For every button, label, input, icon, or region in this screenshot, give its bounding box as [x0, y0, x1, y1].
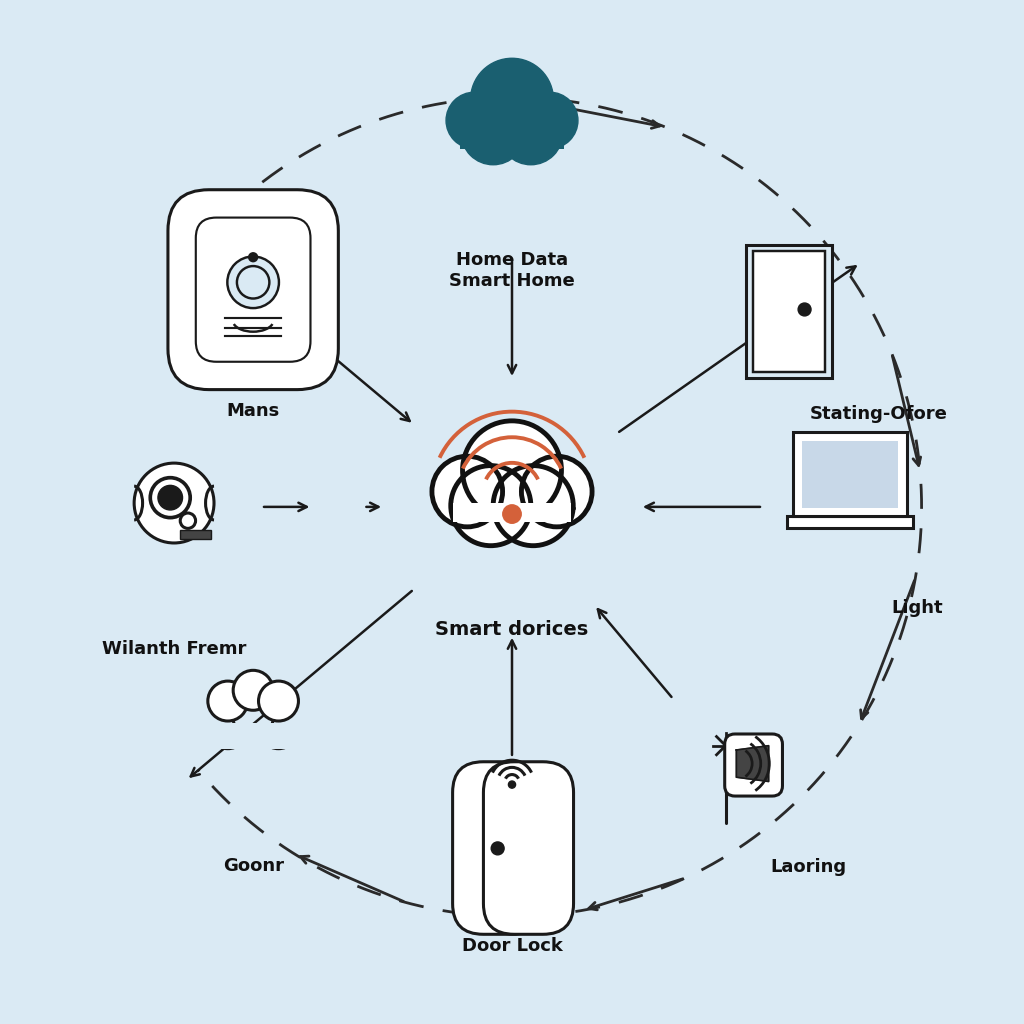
Circle shape	[258, 681, 298, 721]
Circle shape	[248, 252, 258, 262]
Circle shape	[446, 92, 503, 148]
Polygon shape	[736, 745, 769, 781]
Circle shape	[451, 466, 530, 546]
Circle shape	[158, 485, 182, 510]
FancyBboxPatch shape	[203, 723, 303, 749]
Circle shape	[134, 463, 214, 543]
Text: Stating-Ofore: Stating-Ofore	[809, 406, 947, 423]
Bar	[794, 432, 907, 516]
FancyBboxPatch shape	[460, 128, 564, 148]
Circle shape	[521, 457, 592, 526]
FancyBboxPatch shape	[451, 499, 573, 524]
Circle shape	[471, 58, 553, 141]
Circle shape	[463, 421, 561, 520]
Text: Door Lock: Door Lock	[462, 937, 562, 955]
FancyBboxPatch shape	[168, 189, 338, 389]
Circle shape	[494, 466, 573, 546]
FancyBboxPatch shape	[196, 217, 310, 361]
Text: Goonr: Goonr	[222, 857, 284, 876]
FancyBboxPatch shape	[453, 503, 571, 522]
Circle shape	[233, 671, 273, 711]
Text: Mans: Mans	[226, 402, 280, 420]
Text: Wilanth Fremr: Wilanth Fremr	[102, 640, 246, 658]
FancyBboxPatch shape	[725, 734, 782, 796]
Circle shape	[492, 842, 504, 855]
FancyBboxPatch shape	[453, 762, 543, 934]
Circle shape	[432, 457, 503, 526]
Text: Smart dorices: Smart dorices	[435, 620, 589, 639]
FancyBboxPatch shape	[483, 762, 573, 934]
Text: Home Data
Smart Home: Home Data Smart Home	[450, 251, 574, 290]
Circle shape	[503, 505, 521, 523]
Text: Light: Light	[891, 599, 942, 617]
Circle shape	[227, 256, 279, 308]
Bar	[753, 252, 824, 372]
Circle shape	[521, 92, 578, 148]
Circle shape	[208, 681, 248, 721]
Circle shape	[151, 477, 190, 518]
Bar	[745, 245, 831, 378]
Circle shape	[499, 100, 563, 165]
Circle shape	[461, 100, 525, 165]
Circle shape	[180, 513, 196, 528]
Text: Laoring: Laoring	[770, 858, 846, 876]
Circle shape	[798, 303, 811, 316]
Bar	[787, 516, 913, 528]
Bar	[180, 530, 211, 539]
Circle shape	[508, 781, 515, 788]
Bar	[803, 440, 897, 508]
Circle shape	[237, 266, 269, 299]
